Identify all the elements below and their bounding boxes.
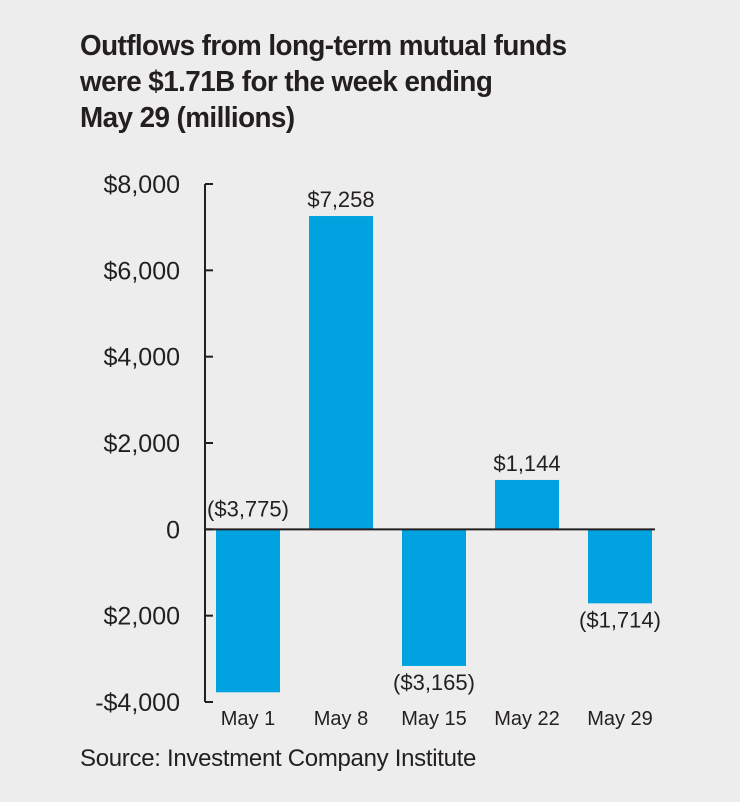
chart-title-line-1: Outflows from long-term mutual funds [80,30,567,62]
y-tick-label: $4,000 [104,344,180,372]
bar-may-29 [588,529,652,604]
data-label: $7,258 [307,187,374,212]
bar-may-1 [216,529,280,693]
y-tick-label: -$4,000 [95,689,180,717]
chart-title-line-3: May 29 (millions) [80,102,295,134]
y-tick-label: $8,000 [104,171,180,199]
x-tick-label: May 15 [401,708,467,730]
source-note: Source: Investment Company Institute [80,745,477,772]
x-tick-label: May 8 [314,708,368,730]
x-tick-label: May 22 [494,708,560,730]
y-tick-label: $2,000 [104,430,180,458]
y-tick-label: $2,000 [104,603,180,631]
bar-may-22 [495,479,559,530]
y-tick-label: $6,000 [104,257,180,285]
chart-title-line-2: were $1.71B for the week ending [80,66,493,98]
bar-may-8 [309,216,373,530]
data-label: ($1,714) [579,607,661,632]
data-label: $1,144 [493,451,560,476]
data-label: ($3,775) [207,496,289,521]
data-label: ($3,165) [393,670,475,695]
y-tick-label: 0 [166,516,180,544]
bar-may-15 [402,529,466,666]
chart-title: Outflows from long-term mutual funds wer… [80,28,675,136]
x-tick-label: May 1 [221,708,275,730]
x-tick-label: May 29 [587,708,653,730]
